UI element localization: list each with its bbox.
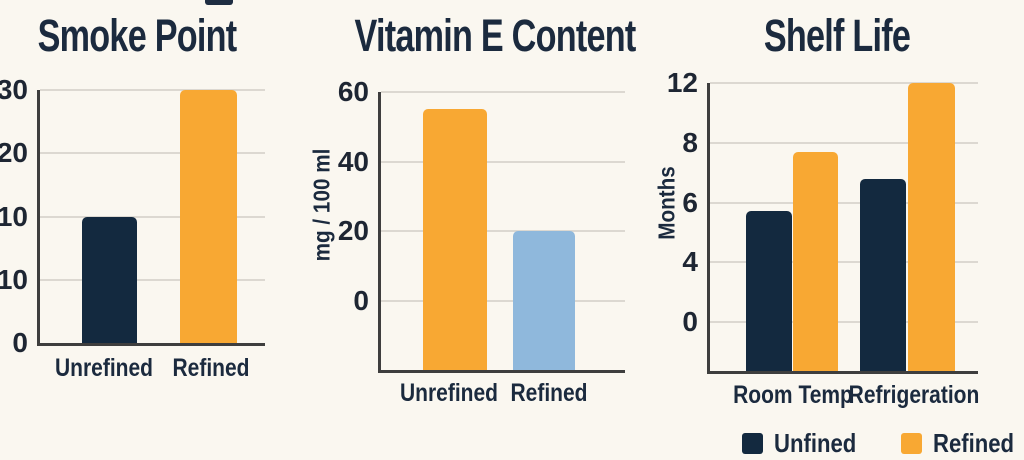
y-axis-label-months: Months: [653, 166, 680, 240]
legend-label-unfined: Unfined: [774, 428, 857, 458]
legend-label-refined: Refined: [932, 428, 1014, 458]
legend-swatch-navy: [742, 432, 763, 454]
bar-refined: [513, 231, 575, 370]
y-tick-label: 0: [353, 284, 369, 316]
chart-title-shelf-life: Shelf Life: [763, 10, 911, 61]
y-tick-label: 4: [682, 246, 698, 278]
chart-title-smoke-point: Smoke Point: [37, 10, 238, 61]
grid-line: [40, 278, 265, 281]
bar-refined: [180, 90, 237, 343]
x-category-label-refined: Refined: [510, 379, 588, 407]
y-tick-label: 12: [666, 67, 698, 98]
y-tick-label: 20: [0, 137, 28, 169]
shelf-life-plot-area: 12 8 6 4 0: [667, 69, 978, 374]
grid-line: [710, 201, 978, 204]
grid-line: [710, 321, 978, 323]
bar-refrigeration-unfined: [860, 178, 906, 371]
y-tick-label: 20: [337, 215, 369, 246]
grid-line: [381, 230, 625, 232]
y-tick-label: 30: [0, 74, 28, 105]
grid-line: [710, 261, 978, 264]
chart-title-vitamin-e-content: Vitamin E Content: [354, 10, 637, 61]
bar-refrigeration-refined: [908, 83, 955, 371]
grid-line: [381, 299, 625, 302]
y-axis-label-mg-per-100ml: mg / 100 ml: [308, 148, 335, 262]
legend-item-refined: Refined: [900, 428, 1024, 458]
y-tick-label: 40: [337, 145, 369, 177]
x-category-label-unrefined: Unrefined: [54, 354, 154, 382]
bar-room-temp-unfined: [746, 211, 792, 371]
y-tick-label: 0: [12, 327, 28, 358]
legend-swatch-orange: [900, 432, 922, 454]
vitamin-e-plot-area: 60 40 20 0: [338, 78, 625, 373]
bar-unrefined: [82, 216, 137, 343]
bar-unrefined: [423, 109, 487, 370]
smoke-point-plot-area: 30 20 10 10 0: [0, 76, 265, 357]
grid-line: [710, 82, 978, 84]
legend: Unfined Refined: [742, 430, 1024, 456]
x-category-label-room-temp: Room Temp: [733, 381, 853, 409]
x-category-label-refined: Refined: [172, 354, 250, 382]
grid-line: [381, 160, 625, 163]
y-tick-label: 10: [0, 200, 28, 232]
y-tick-label: 60: [337, 76, 369, 107]
grid-line: [40, 89, 265, 91]
x-category-label-refrigeration: Refrigeration: [848, 381, 980, 409]
y-tick-label: 0: [682, 306, 698, 337]
grid-line: [40, 152, 265, 155]
y-tick-label: 10: [0, 263, 28, 295]
grid-line: [381, 91, 625, 93]
grid-line: [40, 215, 265, 218]
bar-room-temp-refined: [793, 151, 838, 371]
y-tick-label: 6: [682, 186, 698, 218]
legend-item-unfined: Unfined: [742, 430, 871, 456]
top-edge-artifact: [205, 0, 233, 5]
x-category-label-unrefined: Unrefined: [399, 379, 499, 407]
grid-line: [710, 141, 978, 144]
y-tick-label: 8: [682, 126, 698, 158]
